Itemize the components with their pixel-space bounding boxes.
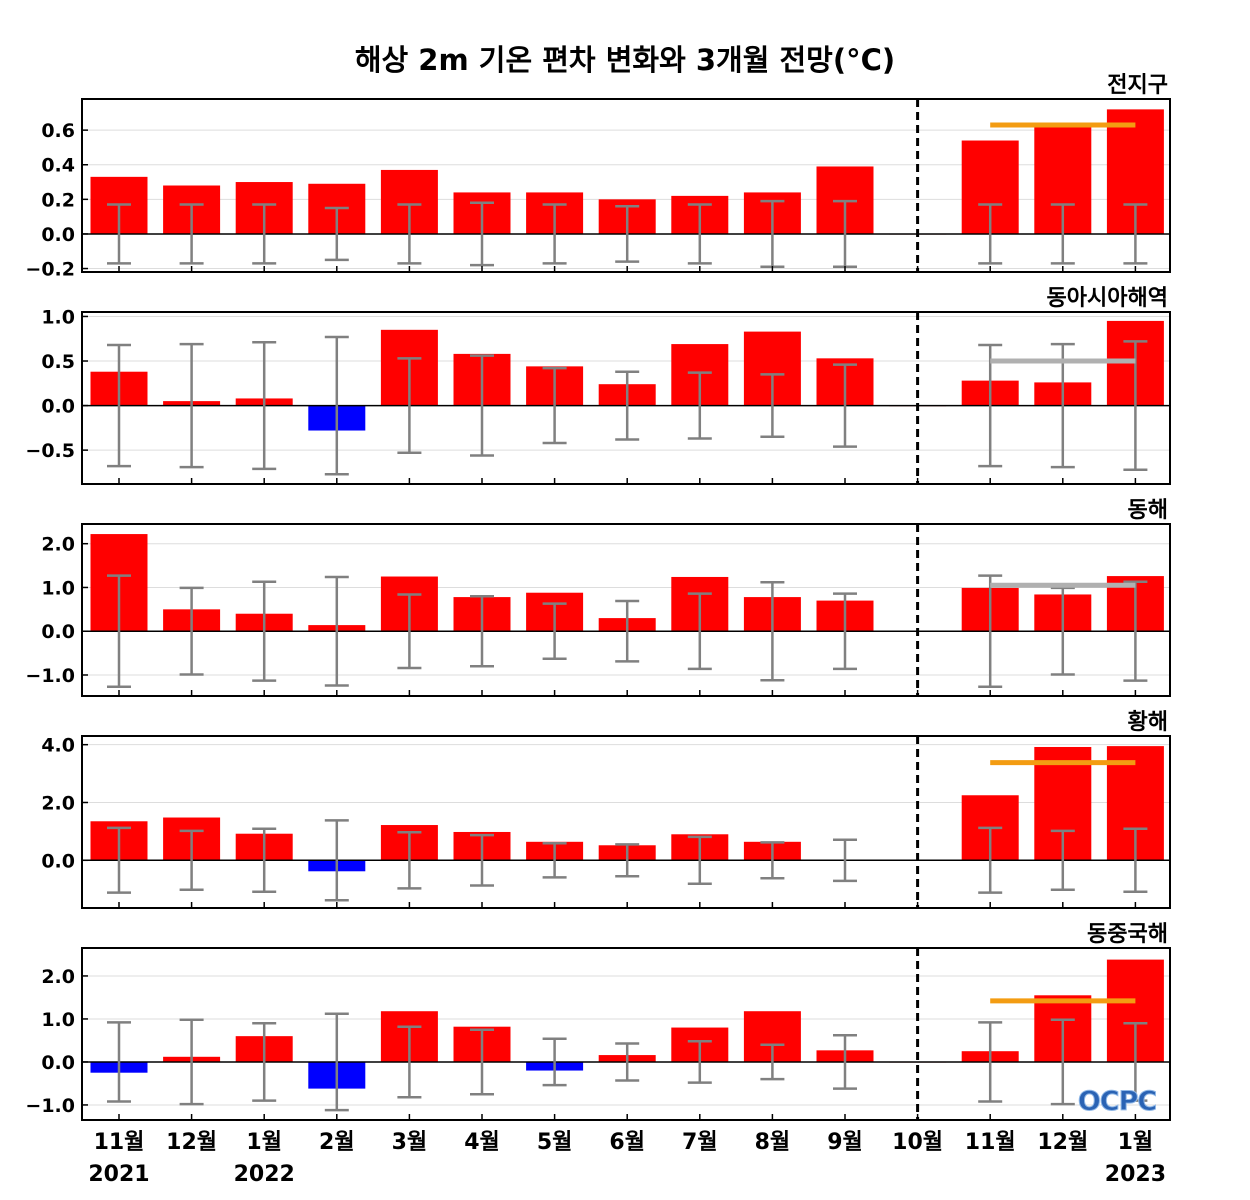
x-tick-label: 10월 [892,1130,943,1155]
y-tick-label: 2.0 [41,534,75,556]
chart-panels: −0.2 0.0 0.2 0.4 0.6 전지구 −0.5 0.0 0.5 1.0 동아시아해역 −1… [25,73,1171,1121]
x-tick-label: 6월 [609,1130,645,1155]
svg-text:OCPC: OCPC [1078,1086,1157,1117]
chart-panel-5: −1.0 0.0 1.0 2.0 동중국해 [25,922,1171,1121]
chart-panel-2: −0.5 0.0 0.5 1.0 동아시아해역 [25,286,1171,485]
y-tick-label: 1.0 [41,577,75,599]
y-tick-label: −1.0 [25,1095,75,1117]
panel-frame [81,735,1171,909]
y-tick-label: 1.0 [41,306,75,328]
x-tick-label: 4월 [464,1130,500,1155]
y-tick-label: 0.0 [41,224,75,246]
x-tick-label: 1월 [246,1130,282,1155]
year-label: 2023 [1105,1162,1166,1187]
y-tick-label: 0.4 [41,155,75,177]
region-label: 동아시아해역 [1047,286,1168,311]
year-label: 2021 [88,1162,149,1187]
panel-frame [81,523,1171,697]
chart-panel-3: −1.0 0.0 1.0 2.0 동해 [25,498,1171,697]
y-tick-label: 0.0 [41,850,75,872]
y-tick-label: 1.0 [41,1009,75,1031]
y-tick-label: 2.0 [41,966,75,988]
x-tick-label: 2월 [319,1130,355,1155]
y-tick-label: 0.0 [41,621,75,643]
chart-panel-4: 0.0 2.0 4.0 황해 [41,710,1171,909]
x-tick-label: 9월 [827,1130,863,1155]
x-axis-labels: 11월 12월 1월 2월 3월 4월 5월 6월 7월 8월 9월 10월 11월 12월 1월 2021 2… [88,1130,1166,1187]
y-tick-label: 2.0 [41,792,75,814]
region-label: 황해 [1128,710,1168,735]
region-label: 동중국해 [1087,922,1168,947]
panel-frame [81,311,1171,485]
chart-panel-1: −0.2 0.0 0.2 0.4 0.6 전지구 [25,73,1171,281]
region-label: 동해 [1128,498,1168,523]
ocpc-logo: OCPC [1077,1086,1158,1118]
x-tick-label: 12월 [1037,1130,1088,1155]
x-tick-label: 5월 [537,1130,573,1155]
y-tick-label: 0.0 [41,1052,75,1074]
y-tick-label: 0.2 [41,189,75,211]
x-tick-label: 3월 [392,1130,428,1155]
panel-frame [81,947,1171,1121]
x-tick-label: 8월 [755,1130,791,1155]
x-tick-label: 7월 [682,1130,718,1155]
x-tick-label: 12월 [166,1130,217,1155]
y-tick-label: −0.5 [25,440,75,462]
x-tick-label: 1월 [1118,1130,1154,1155]
y-tick-label: 0.6 [41,120,75,142]
chart-title: 해상 2m 기온 편차 변화와 3개월 전망(°C) [355,43,895,77]
y-tick-label: 4.0 [41,735,75,757]
region-label: 전지구 [1107,73,1168,98]
x-tick-label: 11월 [94,1130,145,1155]
panel-frame [81,98,1171,273]
y-tick-label: 0.5 [41,351,75,373]
x-tick-label: 11월 [965,1130,1016,1155]
year-label: 2022 [234,1162,295,1187]
y-tick-label: 0.0 [41,396,75,418]
y-tick-label: −0.2 [25,259,75,281]
y-tick-label: −1.0 [25,665,75,687]
